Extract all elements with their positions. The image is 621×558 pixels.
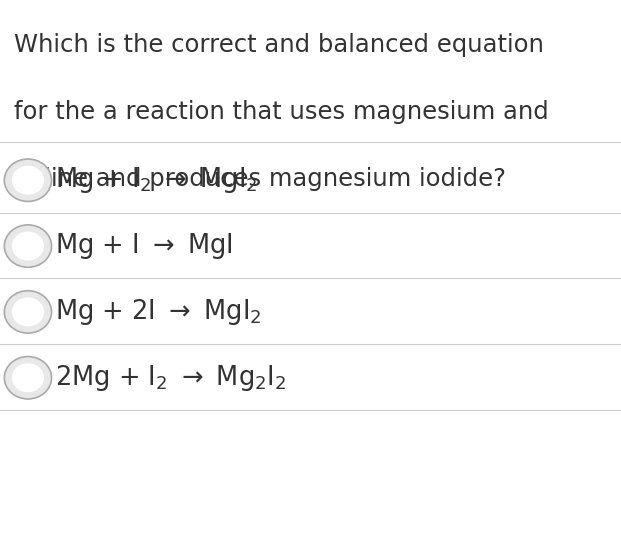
Circle shape bbox=[4, 357, 52, 399]
Text: Mg + 2I $\rightarrow$ MgI$_2$: Mg + 2I $\rightarrow$ MgI$_2$ bbox=[55, 297, 261, 327]
Circle shape bbox=[12, 166, 44, 195]
Circle shape bbox=[4, 225, 52, 267]
Circle shape bbox=[12, 232, 44, 261]
Circle shape bbox=[12, 363, 44, 392]
Text: 2Mg + I$_2$ $\rightarrow$ Mg$_2$I$_2$: 2Mg + I$_2$ $\rightarrow$ Mg$_2$I$_2$ bbox=[55, 363, 286, 393]
Text: Which is the correct and balanced equation: Which is the correct and balanced equati… bbox=[14, 33, 543, 57]
Text: iodine and produces magnesium iodide?: iodine and produces magnesium iodide? bbox=[14, 167, 505, 191]
Circle shape bbox=[4, 159, 52, 201]
Circle shape bbox=[12, 297, 44, 326]
Circle shape bbox=[4, 291, 52, 333]
Text: for the a reaction that uses magnesium and: for the a reaction that uses magnesium a… bbox=[14, 100, 548, 124]
Text: Mg + I$_2$ $\rightarrow$ MgI$_2$: Mg + I$_2$ $\rightarrow$ MgI$_2$ bbox=[55, 165, 257, 195]
Text: Mg + I $\rightarrow$ MgI: Mg + I $\rightarrow$ MgI bbox=[55, 231, 232, 261]
